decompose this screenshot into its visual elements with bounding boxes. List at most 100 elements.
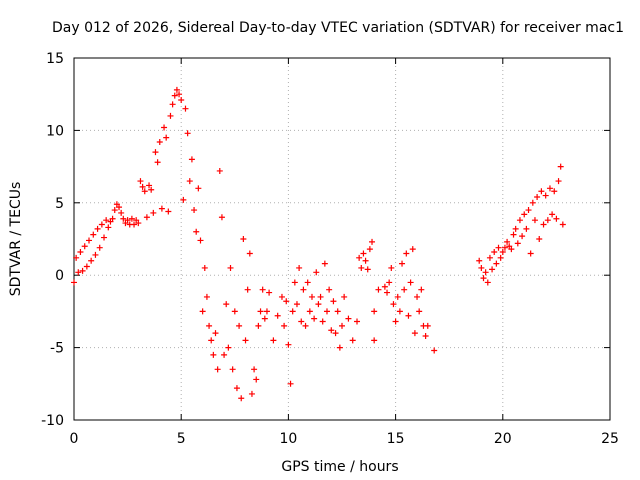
data-point <box>182 105 189 112</box>
data-point <box>197 237 204 244</box>
data-points <box>71 86 566 402</box>
data-point <box>227 264 234 271</box>
data-point <box>173 86 180 93</box>
data-point <box>371 308 378 315</box>
data-point <box>206 322 213 329</box>
data-point <box>137 178 144 185</box>
data-point <box>96 244 103 251</box>
data-point <box>336 344 343 351</box>
data-point <box>143 214 150 221</box>
data-point <box>369 238 376 245</box>
data-point <box>81 243 88 250</box>
y-tick-label: -10 <box>41 413 64 429</box>
x-tick-label: 25 <box>601 431 619 447</box>
data-point <box>128 215 135 222</box>
data-point <box>156 138 163 145</box>
data-point <box>71 279 77 286</box>
data-point <box>225 344 232 351</box>
data-point <box>120 215 127 222</box>
data-point <box>308 293 315 300</box>
data-point <box>79 267 86 274</box>
data-point <box>77 249 84 256</box>
data-point <box>418 286 425 293</box>
data-point <box>287 380 294 387</box>
data-point <box>193 228 200 235</box>
data-point <box>176 91 183 98</box>
data-point <box>399 260 406 267</box>
data-point <box>546 185 553 192</box>
data-point <box>186 178 193 185</box>
data-point <box>248 390 255 397</box>
data-point <box>259 286 266 293</box>
data-point <box>124 217 131 224</box>
data-point <box>300 286 307 293</box>
data-point <box>555 178 562 185</box>
data-point <box>334 308 341 315</box>
data-point <box>199 308 206 315</box>
data-point <box>75 269 82 276</box>
data-point <box>188 156 195 163</box>
data-point <box>214 366 221 373</box>
data-point <box>529 199 536 206</box>
data-point <box>523 225 530 232</box>
data-point <box>167 112 174 119</box>
data-point <box>332 330 339 337</box>
data-point <box>491 249 498 256</box>
data-point <box>184 130 191 137</box>
data-point <box>510 231 517 238</box>
data-point <box>512 225 519 232</box>
data-point <box>161 124 168 131</box>
data-point <box>94 225 101 232</box>
data-point <box>328 327 335 334</box>
data-point <box>323 308 330 315</box>
data-point <box>238 395 245 402</box>
data-point <box>349 337 356 344</box>
data-point <box>559 221 566 228</box>
data-point <box>116 204 123 211</box>
data-point <box>480 275 487 282</box>
data-point <box>246 250 253 257</box>
x-tick-label: 20 <box>494 431 512 447</box>
data-point <box>396 308 403 315</box>
data-point <box>544 217 551 224</box>
data-point <box>210 351 217 358</box>
data-point <box>165 208 172 215</box>
data-point <box>218 214 225 221</box>
data-point <box>489 266 496 273</box>
data-point <box>103 217 110 224</box>
data-point <box>319 318 326 325</box>
data-point <box>135 220 142 227</box>
data-point <box>212 330 219 337</box>
axis-ticks: 0 5 10 15 20 25 -10 -5 0 5 10 15 <box>41 51 619 447</box>
data-point <box>409 246 416 253</box>
data-point <box>542 192 549 199</box>
data-point <box>236 322 243 329</box>
data-point <box>516 217 523 224</box>
data-point <box>298 318 305 325</box>
x-tick-label: 15 <box>387 431 405 447</box>
data-point <box>203 293 210 300</box>
data-point <box>531 217 538 224</box>
data-point <box>105 224 112 231</box>
data-point <box>525 207 532 214</box>
data-point <box>261 315 268 322</box>
data-point <box>73 254 80 261</box>
data-point <box>405 312 412 319</box>
data-point <box>98 221 105 228</box>
data-point <box>330 298 337 305</box>
data-point <box>86 237 93 244</box>
data-point <box>270 337 277 344</box>
data-point <box>431 347 438 354</box>
data-point <box>251 366 258 373</box>
data-point <box>255 322 262 329</box>
data-point <box>257 308 264 315</box>
data-point <box>150 209 157 216</box>
data-point <box>499 249 506 256</box>
data-point <box>534 194 541 201</box>
data-point <box>253 376 260 383</box>
data-point <box>83 263 90 270</box>
data-point <box>411 330 418 337</box>
data-point <box>201 264 208 271</box>
data-point <box>414 293 421 300</box>
data-point <box>557 163 564 170</box>
